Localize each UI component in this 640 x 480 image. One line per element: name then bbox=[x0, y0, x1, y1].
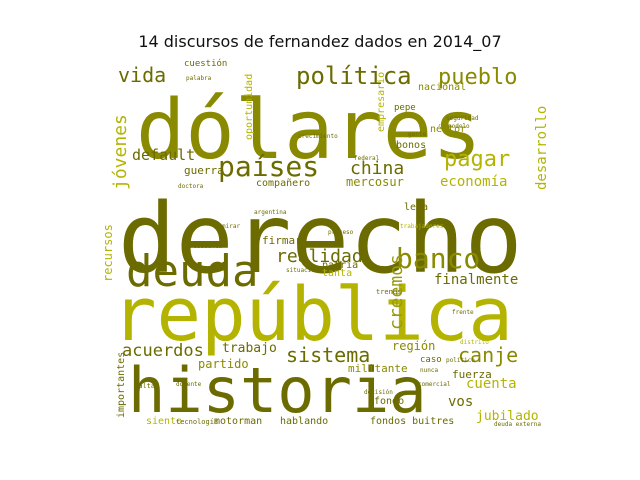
cloud-word: argentina bbox=[254, 209, 287, 216]
cloud-word: caso bbox=[420, 355, 442, 365]
cloud-word: canje bbox=[458, 343, 518, 367]
cloud-word: fuerza bbox=[452, 368, 492, 381]
cloud-word: distrito bbox=[460, 339, 489, 346]
cloud-word: oportunidad bbox=[244, 74, 255, 140]
cloud-word: pagar bbox=[444, 147, 510, 172]
cloud-word: tanta bbox=[322, 268, 352, 279]
cloud-word: doctora bbox=[178, 183, 204, 190]
cloud-word: creemos bbox=[386, 254, 407, 330]
cloud-word: república bbox=[112, 272, 513, 358]
cloud-word: cuestión bbox=[184, 58, 227, 69]
cloud-word: mercosur bbox=[346, 175, 404, 189]
cloud-word: comercial bbox=[418, 381, 451, 388]
cloud-word: jubilado bbox=[476, 409, 539, 424]
cloud-word: dólares bbox=[136, 83, 482, 178]
cloud-word: frente bbox=[452, 309, 474, 316]
cloud-word: desarrollo bbox=[534, 106, 550, 190]
cloud-word: federal bbox=[354, 155, 380, 162]
cloud-word: siento bbox=[146, 416, 182, 427]
cloud-word: vos bbox=[448, 394, 473, 410]
cloud-word: motorman bbox=[214, 416, 262, 427]
cloud-word: fondo bbox=[374, 396, 404, 407]
chart-title: 14 discursos de fernandez dados en 2014_… bbox=[138, 32, 502, 51]
cloud-word: bonos bbox=[396, 140, 426, 151]
cloud-word: presidenta bbox=[186, 243, 223, 250]
cloud-word: default bbox=[132, 146, 195, 164]
cloud-word: seguridad bbox=[446, 115, 479, 122]
cloud-word: economía bbox=[440, 174, 507, 190]
cloud-word: patria bbox=[322, 260, 358, 271]
cloud-word: situación bbox=[286, 267, 319, 274]
cloud-word: lema bbox=[404, 202, 428, 213]
cloud-word: pueblo bbox=[438, 65, 517, 90]
cloud-word: cuenta bbox=[466, 376, 517, 392]
cloud-word: pepe bbox=[394, 103, 416, 113]
cloud-word: importantes bbox=[116, 352, 127, 418]
cloud-word: empresario bbox=[376, 72, 387, 132]
cloud-word: deuda bbox=[126, 246, 258, 297]
cloud-word: gente bbox=[408, 131, 426, 138]
cloud-word: nacional bbox=[418, 82, 466, 93]
cloud-word: banco bbox=[396, 242, 480, 275]
cloud-word: crecimiento bbox=[298, 133, 338, 140]
cloud-word: hablando bbox=[280, 416, 328, 427]
cloud-word: guerra bbox=[184, 164, 224, 177]
cloud-word: región bbox=[392, 339, 435, 353]
cloud-word: firmar bbox=[262, 234, 302, 247]
cloud-word: recursos bbox=[101, 224, 115, 282]
cloud-word: modelo bbox=[448, 123, 470, 130]
cloud-word: historia bbox=[128, 354, 427, 427]
cloud-word: trenes bbox=[376, 288, 401, 296]
cloud-word: derecho bbox=[118, 183, 523, 295]
cloud-word: compañero bbox=[256, 178, 310, 189]
cloud-word: política bbox=[296, 62, 412, 90]
cloud-word: tecnología bbox=[176, 418, 218, 426]
cloud-word: trabajadores bbox=[400, 223, 444, 230]
cloud-word: docente bbox=[176, 381, 202, 388]
cloud-word: deuda externa bbox=[494, 421, 541, 428]
cloud-word: trabajo bbox=[222, 341, 277, 356]
cloud-word: jóvenes bbox=[110, 114, 131, 190]
cloud-word: realidad bbox=[276, 246, 363, 267]
cloud-word: vida bbox=[118, 63, 166, 87]
cloud-word: nunca bbox=[420, 367, 438, 374]
cloud-word: países bbox=[218, 150, 319, 183]
cloud-word: sistema bbox=[286, 343, 370, 367]
cloud-word: partido bbox=[198, 357, 249, 371]
cloud-word: néstor bbox=[430, 123, 466, 135]
cloud-word: acuerdos bbox=[122, 341, 204, 361]
cloud-word: mirar bbox=[222, 223, 240, 230]
cloud-word: proceso bbox=[328, 229, 354, 236]
cloud-word: china bbox=[350, 158, 404, 179]
cloud-word: militante bbox=[348, 362, 408, 375]
cloud-word: finalmente bbox=[434, 272, 518, 288]
cloud-word: político bbox=[446, 357, 475, 364]
cloud-word: falta bbox=[134, 382, 155, 390]
cloud-word: palabra bbox=[186, 75, 212, 82]
cloud-word: decisión bbox=[364, 389, 393, 396]
cloud-word: fondos buitres bbox=[370, 416, 454, 427]
